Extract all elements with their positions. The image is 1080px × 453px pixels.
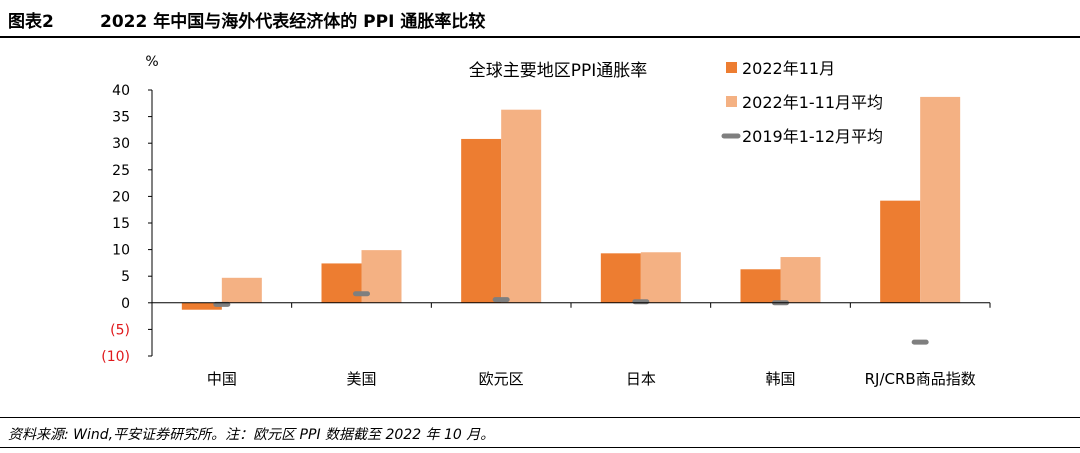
bar-avg-2022-4: [780, 257, 821, 303]
legend-label: 2019年1-12月平均: [742, 127, 883, 146]
y-axis-unit-label: %: [145, 54, 158, 70]
bar-nov-2022-4: [740, 269, 781, 303]
bar-nov-2022-1: [321, 263, 362, 303]
y-tick-label: 15: [112, 216, 130, 232]
legend-swatch: [726, 96, 737, 107]
y-axis: 40 35 30 25 20 15 10 5 0 (5) (10): [101, 83, 153, 365]
bars-group: [181, 96, 961, 310]
bar-avg-2022-2: [501, 109, 542, 303]
y-tick-label: 20: [112, 189, 130, 205]
y-tick-label: 10: [112, 243, 130, 259]
legend-label: 2022年11月: [742, 59, 835, 78]
x-category-label: 美国: [346, 370, 376, 388]
footer-bottom-rule: [0, 447, 1080, 448]
x-category-label: 中国: [207, 370, 237, 388]
legend: 2022年11月 2022年1-11月平均 2019年1-12月平均: [721, 59, 883, 146]
figure-header: 图表2 2022 年中国与海外代表经济体的 PPI 通胀率比较: [0, 0, 1080, 38]
y-tick-label: 40: [112, 83, 130, 99]
x-category-label: 欧元区: [479, 370, 524, 388]
x-category-label: RJ/CRB商品指数: [865, 370, 976, 388]
x-category-label: 韩国: [765, 370, 795, 388]
bar-avg-2022-0: [221, 277, 262, 303]
bar-avg-2022-3: [640, 252, 681, 303]
x-axis: 中国 美国 欧元区 日本 韩国 RJ/CRB商品指数: [151, 302, 991, 388]
y-tick-label: 0: [121, 296, 130, 312]
figure-title: 2022 年中国与海外代表经济体的 PPI 通胀率比较: [100, 12, 486, 32]
x-category-label: 日本: [626, 370, 656, 388]
chart-title: 全球主要地区PPI通胀率: [469, 61, 648, 81]
source-note: 资料来源: Wind,平安证券研究所。注：欧元区 PPI 数据截至 2022 年…: [8, 427, 495, 443]
bar-avg-2022-5: [920, 96, 961, 303]
y-tick-label: 30: [112, 136, 130, 152]
header-rule: [0, 36, 1080, 38]
y-tick-label: (10): [101, 349, 130, 365]
legend-swatch: [726, 62, 737, 73]
bar-nov-2022-2: [461, 138, 502, 303]
figure-number: 图表2: [8, 12, 54, 32]
legend-label: 2022年1-11月平均: [742, 93, 883, 112]
bar-nov-2022-3: [600, 253, 641, 303]
footer-rule: [0, 417, 1080, 418]
y-tick-label: 5: [121, 269, 130, 285]
y-tick-label: (5): [110, 322, 130, 338]
y-tick-label: 25: [112, 163, 130, 179]
bar-nov-2022-5: [880, 200, 921, 303]
ppi-bar-chart: 全球主要地区PPI通胀率 % 40 35 30 25 20 15 10 5 0 (5) (10) 中…: [101, 54, 991, 388]
y-tick-label: 35: [112, 110, 130, 126]
bar-nov-2022-0: [181, 302, 222, 310]
